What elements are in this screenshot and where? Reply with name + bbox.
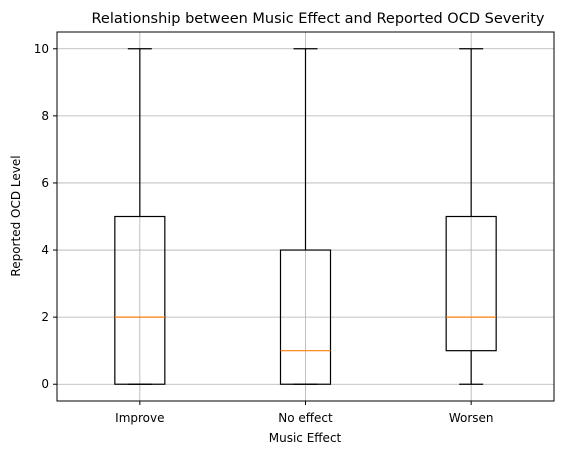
x-tick-label: Worsen	[449, 411, 494, 425]
x-tick-label: Improve	[115, 411, 164, 425]
x-axis-label: Music Effect	[269, 431, 342, 445]
y-tick-label: 6	[41, 176, 49, 190]
box-no-effect	[279, 48, 332, 385]
chart-title: Relationship between Music Effect and Re…	[91, 11, 544, 27]
x-tick-label: No effect	[278, 411, 333, 425]
box-improve	[114, 48, 166, 385]
y-tick-label: 4	[41, 243, 49, 257]
iqr-box	[114, 215, 166, 385]
y-axis-ticks: 0 2 4 6 8 10	[34, 42, 57, 391]
y-tick-label: 10	[34, 42, 49, 56]
y-tick-label: 2	[41, 310, 49, 324]
y-tick-label: 0	[41, 377, 49, 391]
y-tick-label: 8	[41, 109, 49, 123]
y-axis-label: Reported OCD Level	[9, 155, 23, 276]
iqr-box	[279, 249, 332, 385]
box-worsen	[445, 48, 497, 385]
boxes	[114, 48, 497, 385]
iqr-box	[445, 215, 497, 352]
x-axis-ticks: Improve No effect Worsen	[115, 401, 494, 425]
